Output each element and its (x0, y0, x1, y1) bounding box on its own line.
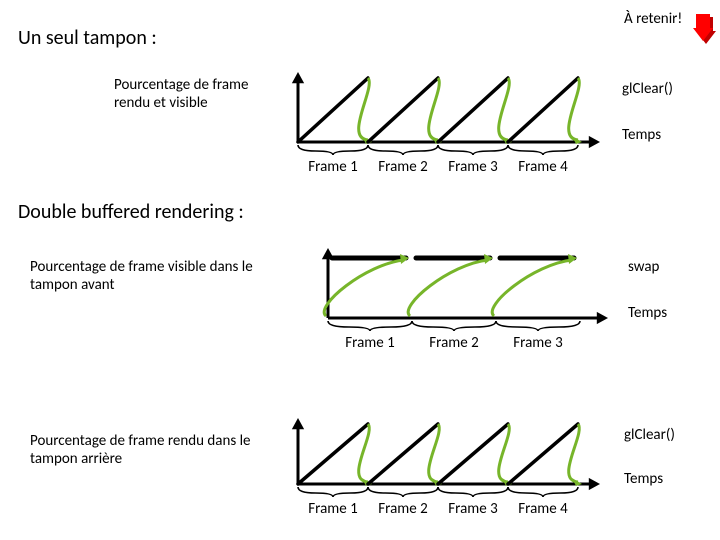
section2-back-right-top: glClear() (624, 426, 675, 444)
section1-title: Un seul tampon : (18, 26, 157, 50)
chart-front-buffer (288, 248, 652, 344)
frame-label: Frame 3 (441, 158, 505, 176)
frame-label: Frame 3 (441, 500, 505, 518)
section1-right-bottom: Temps (622, 126, 661, 144)
frame-label: Frame 4 (511, 158, 575, 176)
frame-label: Frame 3 (506, 334, 570, 352)
frame-label: Frame 1 (338, 334, 402, 352)
frame-label: Frame 1 (301, 500, 365, 518)
frame-label: Frame 1 (301, 158, 365, 176)
section2-back-right-bottom: Temps (624, 470, 663, 488)
section2-back-desc: Pourcentage de frame rendu dans le tampo… (30, 432, 260, 468)
section2-front-desc: Pourcentage de frame visible dans le tam… (30, 258, 260, 294)
section2-front-right-top: swap (628, 258, 659, 276)
frame-label: Frame 4 (511, 500, 575, 518)
note-text: À retenir! (624, 10, 682, 28)
frame-label: Frame 2 (422, 334, 486, 352)
section1-right-top: glClear() (622, 80, 673, 98)
section1-desc: Pourcentage de frame rendu et visible (114, 76, 264, 112)
frame-label: Frame 2 (371, 500, 435, 518)
frame-label: Frame 2 (371, 158, 435, 176)
chart-back-buffer (280, 418, 644, 510)
chart-single-buffer (280, 72, 644, 168)
section2-front-right-bottom: Temps (628, 304, 667, 322)
section2-title: Double buffered rendering : (18, 200, 244, 224)
attention-arrow-icon (686, 14, 716, 44)
